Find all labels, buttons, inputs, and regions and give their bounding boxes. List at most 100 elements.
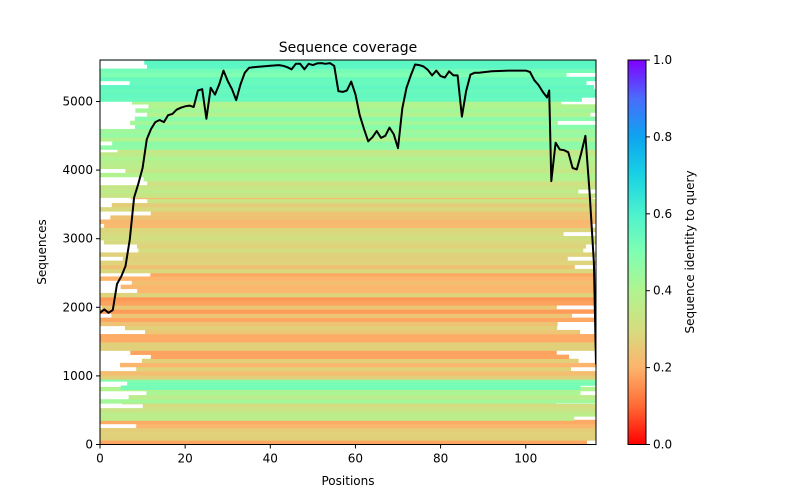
heatmap-row [100,419,596,425]
heatmap-row [100,276,596,281]
colorbar-tick-label: 1.0 [653,53,672,67]
heatmap-row [100,371,596,376]
heatmap-row [141,358,579,364]
x-tick-label: 40 [263,452,278,466]
heatmap-row [100,156,596,161]
x-axis-label: Positions [322,474,375,488]
x-tick-label: 20 [178,452,193,466]
heatmap-row [100,172,596,178]
heatmap-row [100,133,596,138]
colorbar-tick-label: 0.4 [653,284,672,298]
heatmap-area [100,60,596,445]
heatmap-row [150,211,596,216]
colorbar-tick-label: 0.6 [653,207,672,221]
heatmap-row [127,381,596,386]
heatmap-row [103,240,596,245]
heatmap-row [138,248,584,253]
colorbar-tick-label: 0.2 [653,361,672,375]
heatmap-row [100,227,596,233]
heatmap-row [100,207,596,212]
heatmap-row [100,268,596,274]
heatmap-row [111,313,572,318]
heatmap-row [100,189,579,194]
x-tick-label: 80 [433,452,448,466]
coverage-line-layer [100,62,596,365]
heatmap-row [100,301,596,306]
heatmap-row [150,354,570,360]
heatmap-row [100,440,588,445]
heatmap-row [100,231,564,237]
x-tick-label: 100 [514,452,537,466]
heatmap-row [100,252,596,257]
heatmap-row [100,338,596,343]
heatmap-row [100,97,582,102]
heatmap-row [145,329,581,335]
heatmap-row [147,181,596,186]
heatmap-row [112,141,596,146]
heatmap-row [148,104,596,109]
heatmap-row [136,244,586,249]
y-tick-label: 2000 [62,300,93,314]
heatmap-row [143,176,596,182]
heatmap-row [100,412,596,417]
x-tick-label: 60 [348,452,363,466]
heatmap-row [101,305,557,310]
y-tick-label: 3000 [62,232,93,246]
heatmap-row [100,89,596,94]
heatmap-row [100,375,596,380]
heatmap-row [100,137,596,142]
heatmap-row [136,423,596,429]
heatmap-row [119,362,596,368]
heatmap-row [100,309,596,314]
heatmap-row [144,60,596,65]
heatmap-row [100,260,596,266]
heatmap-row [100,164,596,170]
heatmap-row [100,128,596,134]
heatmap-row [104,223,593,229]
heatmap-row [100,235,596,241]
heatmap-row [100,416,575,421]
heatmap-row [128,395,596,400]
heatmap-row [100,160,596,165]
heatmap-row [100,399,596,404]
heatmap-row [100,436,596,441]
heatmap-row [100,321,558,327]
y-axis-label: Sequences [35,219,49,284]
heatmap-row [131,280,596,285]
heatmap-row [100,408,596,413]
heatmap-row [146,64,596,69]
heatmap-row [100,72,567,78]
colorbar-tick-label: 0.0 [653,438,672,452]
colorbar-gradient [627,59,647,445]
heatmap-row [100,68,596,73]
heatmap-row [130,350,557,355]
colorbar-tick-label: 0.8 [653,130,672,144]
heatmap-row [100,342,596,347]
heatmap-row [147,198,596,204]
heatmap-row [100,432,596,437]
heatmap-row [124,325,558,331]
heatmap-row [117,148,596,153]
heatmap-row [137,288,596,294]
heatmap-row [132,100,562,105]
heatmap-row [100,93,596,98]
heatmap-row [122,256,568,261]
heatmap-row [130,120,558,126]
x-tick-label: 0 [96,452,104,466]
heatmap-row [125,168,596,174]
heatmap-row [100,428,596,433]
heatmap-row [150,272,596,277]
colorbar-ticks: 0.0 0.2 0.4 0.6 0.8 1.0 [646,53,672,452]
heatmap-row [100,193,596,198]
heatmap-row [120,284,596,290]
heatmap-row [100,152,596,157]
x-axis: 0 20 40 60 80 100 [96,444,537,466]
coverage-line [100,62,596,365]
heatmap-row [135,108,596,113]
heatmap-row [100,145,596,150]
heatmap-row [100,219,596,224]
plot-frame [99,59,597,445]
heatmap-row [100,334,596,339]
chart-title: Sequence coverage [279,40,418,56]
